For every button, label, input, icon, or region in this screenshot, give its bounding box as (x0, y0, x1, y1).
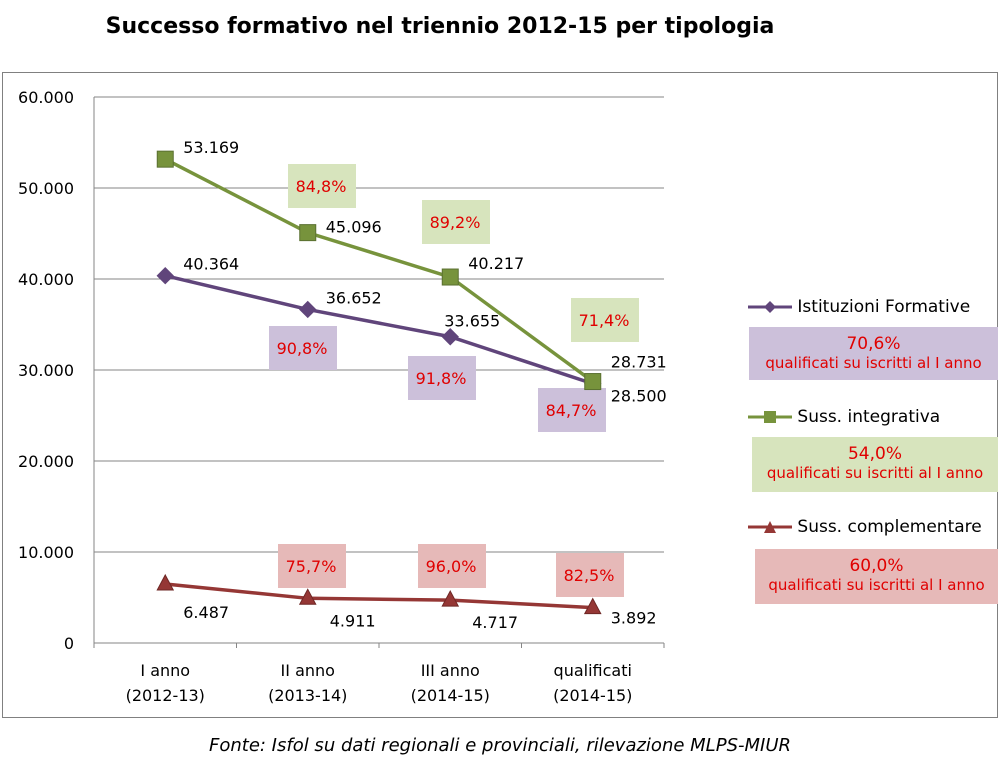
rate-label: 90,8% (277, 339, 328, 358)
y-tick-label: 0 (64, 634, 74, 653)
summary-text-integrativa: qualificati su iscritti al I anno (766, 464, 984, 482)
data-point-triangle (156, 573, 175, 591)
data-point-triangle (298, 588, 317, 605)
rate-label: 82,5% (564, 566, 615, 585)
rate-label: 91,8% (416, 369, 467, 388)
rate-box (288, 164, 356, 208)
legend-diamond-icon (748, 301, 792, 313)
rate-box (422, 200, 490, 244)
rate-box (278, 544, 346, 588)
rate-label: 89,2% (430, 213, 481, 232)
data-point-diamond (441, 328, 459, 346)
rate-box (269, 326, 337, 370)
data-label: 33.655 (444, 312, 500, 331)
legend-label-istituzioni: Istituzioni Formative (797, 297, 971, 317)
series-line-0 (164, 273, 594, 386)
series-line-1 (164, 157, 594, 383)
series-line-2 (165, 582, 593, 610)
data-label: 53.169 (183, 138, 239, 157)
data-point-triangle (583, 597, 602, 615)
data-label: 36.652 (326, 288, 382, 307)
legend-summary-istituzioni: 70,6% qualificati su iscritti al I anno (749, 327, 998, 380)
x-tick-label: II anno (281, 661, 335, 680)
data-label: 4.717 (472, 613, 518, 632)
x-tick-label: (2013-14) (268, 686, 347, 705)
summary-text-complementare: qualificati su iscritti al I anno (768, 576, 985, 594)
data-label: 45.096 (326, 218, 382, 237)
rate-box (418, 544, 486, 588)
data-point-square (441, 268, 459, 286)
rate-label: 71,4% (579, 311, 630, 330)
summary-pct-complementare: 60,0% (849, 556, 904, 576)
x-tick-label: (2012-13) (126, 686, 205, 705)
y-tick-label: 30.000 (18, 361, 74, 380)
legend-summary-complementare: 60,0% qualificati su iscritti al I anno (755, 549, 998, 604)
legend-entry-istituzioni: Istituzioni Formative (748, 297, 970, 317)
data-point-triangle (441, 590, 460, 607)
rate-box (571, 298, 639, 342)
legend-label-integrativa: Suss. integrativa (797, 407, 941, 427)
y-tick-label: 10.000 (18, 543, 74, 562)
x-tick-label: III anno (421, 661, 480, 680)
legend-triangle-icon (748, 521, 792, 533)
rate-label: 84,8% (296, 177, 347, 196)
data-point-square (299, 224, 317, 242)
rate-label: 84,7% (546, 401, 597, 420)
summary-pct-istituzioni: 70,6% (846, 334, 901, 354)
data-label: 6.487 (183, 603, 229, 622)
data-label: 40.217 (468, 254, 524, 273)
x-tick-label: I anno (140, 661, 190, 680)
legend-summary-integrativa: 54,0% qualificati su iscritti al I anno (752, 437, 998, 492)
data-label: 28.731 (611, 353, 667, 372)
rate-label: 96,0% (426, 557, 477, 576)
data-point-diamond (156, 266, 174, 285)
legend-entry-integrativa: Suss. integrativa (748, 407, 940, 427)
y-tick-label: 50.000 (18, 179, 74, 198)
data-point-diamond (299, 300, 317, 319)
summary-text-istituzioni: qualificati su iscritti al I anno (765, 354, 982, 372)
rate-box (408, 356, 476, 400)
data-label: 40.364 (183, 255, 239, 274)
x-tick-label: (2014-15) (553, 686, 632, 705)
chart-title: Successo formativo nel triennio 2012-15 … (105, 14, 775, 39)
x-tick-label: qualificati (554, 661, 632, 680)
chart-frame (2, 72, 998, 718)
legend-entry-complementare: Suss. complementare (748, 517, 982, 537)
data-label: 28.500 (611, 387, 667, 406)
data-point-square (584, 373, 602, 391)
y-tick-label: 20.000 (18, 452, 74, 471)
data-point-square (156, 150, 174, 168)
rate-box (538, 388, 606, 432)
y-tick-label: 40.000 (18, 270, 74, 289)
source-footer: Fonte: Isfol su dati regionali e provinc… (208, 735, 792, 756)
summary-pct-integrativa: 54,0% (847, 444, 902, 464)
data-label: 3.892 (611, 609, 657, 628)
x-tick-label: (2014-15) (411, 686, 490, 705)
legend-label-complementare: Suss. complementare (797, 517, 982, 537)
legend-square-icon (748, 411, 792, 423)
y-tick-label: 60.000 (18, 88, 74, 107)
rate-box (556, 553, 624, 597)
rate-label: 75,7% (286, 557, 337, 576)
data-label: 4.911 (330, 611, 376, 630)
